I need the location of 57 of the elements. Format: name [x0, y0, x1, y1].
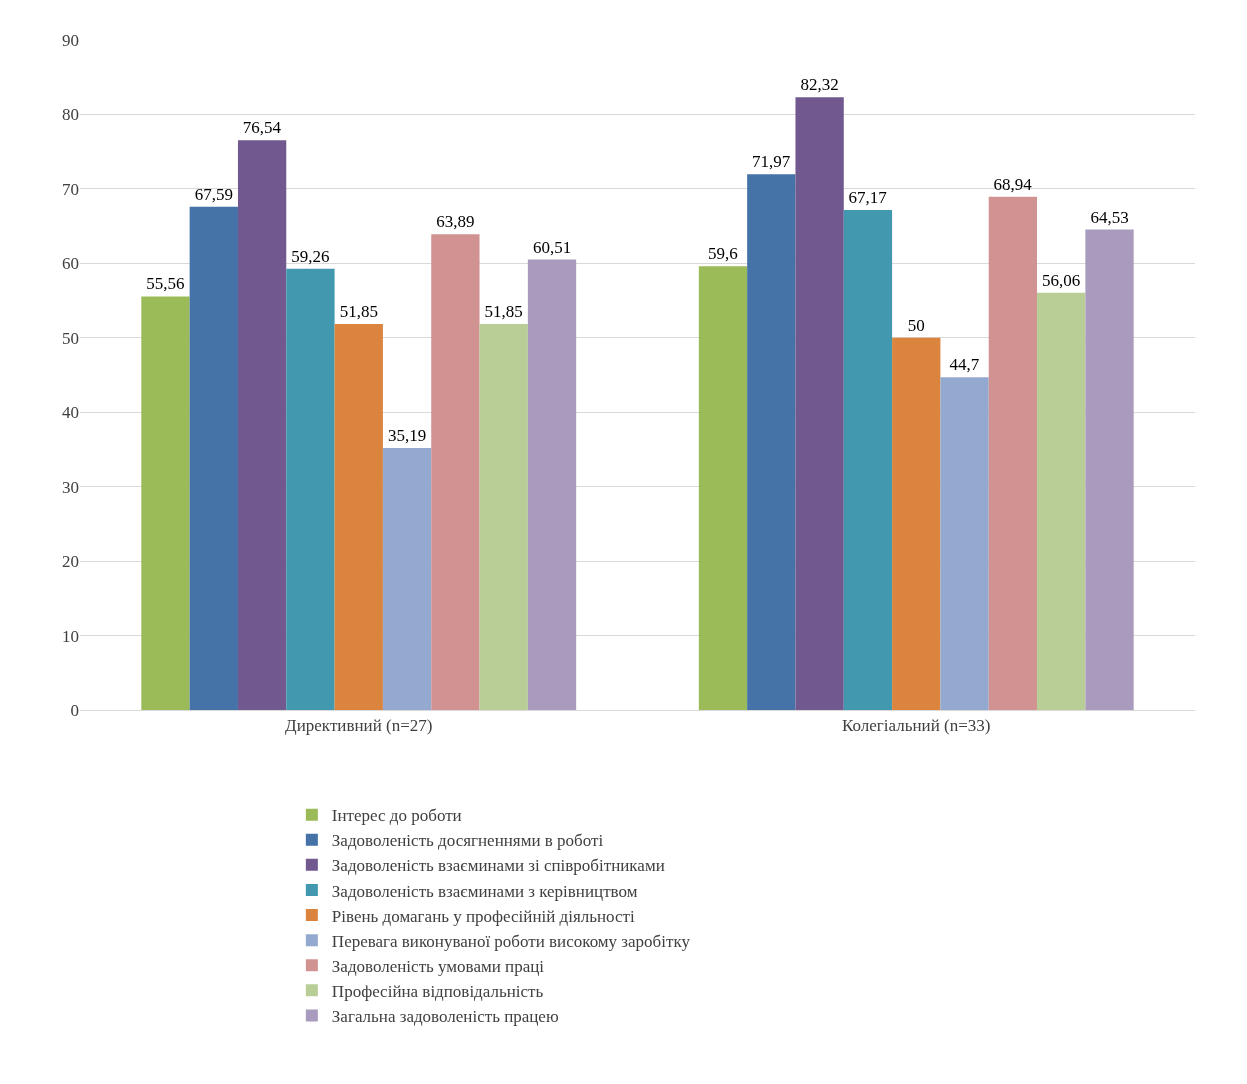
bar	[1037, 292, 1086, 710]
data-label: 71,97	[751, 152, 791, 172]
x-tick-label: Колегіальний (n=33)	[842, 716, 991, 736]
bar	[141, 296, 190, 710]
bar	[431, 234, 480, 710]
legend-label: Інтерес до роботи	[331, 806, 462, 826]
legend-label: Рівень домагань у професійній діяльності	[331, 906, 636, 926]
y-tick-label: 90	[62, 30, 79, 50]
data-label: 55,56	[146, 274, 185, 294]
data-label: 63,89	[436, 212, 475, 232]
legend-label: Загальна задоволеність працею	[331, 1007, 559, 1027]
data-label: 35,19	[387, 426, 427, 446]
x-tick-label: Директивний (n=27)	[285, 716, 433, 736]
bar	[286, 268, 335, 710]
data-label: 59,6	[708, 244, 738, 264]
data-label: 59,26	[291, 246, 330, 266]
legend-label: Задоволеність взаєминами зі співробітниками	[331, 856, 665, 876]
legend-label: Задоволеність досягненнями в роботі	[331, 831, 604, 851]
data-label: 44,7	[949, 355, 980, 375]
bar	[237, 140, 287, 710]
data-label: 50	[907, 315, 925, 335]
data-label: 76,54	[242, 118, 282, 138]
y-tick-label: 20	[62, 552, 79, 572]
bar	[988, 196, 1038, 710]
data-label: 60,51	[532, 237, 572, 257]
y-tick-label: 30	[62, 477, 79, 497]
y-tick-label: 60	[62, 254, 79, 274]
bar	[1085, 229, 1134, 710]
y-tick-label: 70	[62, 179, 79, 199]
y-tick-label: 40	[62, 403, 79, 423]
data-label: 68,94	[993, 174, 1033, 194]
bar	[795, 97, 844, 710]
legend-label: Професійна відповідальність	[331, 981, 544, 1001]
bar	[747, 174, 796, 710]
y-tick-label: 80	[62, 105, 79, 125]
bar	[940, 377, 989, 710]
data-label: 67,17	[848, 187, 888, 207]
bar	[892, 337, 941, 710]
data-label: 51,85	[484, 302, 523, 322]
bar	[189, 206, 238, 710]
data-label: 67,59	[194, 184, 233, 204]
data-label: 56,06	[1042, 270, 1081, 290]
bar	[698, 266, 748, 710]
legend-label: Задоволеність взаєминами з керівництвом	[331, 881, 638, 901]
legend-label: Перевага виконуваної роботи високому заробітку	[331, 931, 691, 951]
y-tick-label: 50	[62, 328, 79, 348]
bar	[527, 259, 577, 710]
bar	[334, 324, 383, 710]
data-label: 82,32	[800, 75, 839, 95]
bar	[382, 448, 432, 710]
legend-label: Задоволеність умовами праці	[331, 956, 545, 976]
bar	[479, 324, 528, 710]
bar	[843, 209, 893, 710]
data-label: 64,53	[1090, 207, 1129, 227]
y-tick-label: 10	[62, 626, 79, 646]
data-label: 51,85	[339, 302, 378, 322]
y-tick-label: 0	[70, 700, 79, 720]
